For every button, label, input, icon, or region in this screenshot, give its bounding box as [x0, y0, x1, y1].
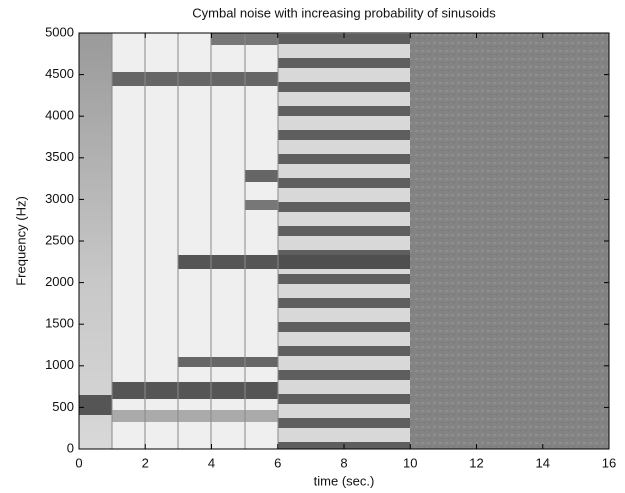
x-tick-label: 0	[75, 455, 82, 470]
x-tick-label: 14	[536, 455, 550, 470]
y-tick-label: 4000	[45, 108, 74, 123]
y-tick-label: 4500	[45, 66, 74, 81]
y-tick-label: 3500	[45, 149, 74, 164]
x-tick-label: 16	[602, 455, 616, 470]
x-tick-label: 4	[208, 455, 215, 470]
y-tick-label: 0	[67, 440, 74, 455]
y-tick-label: 1000	[45, 357, 74, 372]
y-tick-label: 1500	[45, 316, 74, 331]
spectrogram-image	[79, 33, 609, 449]
y-tick-label: 2000	[45, 274, 74, 289]
y-tick-label: 500	[52, 399, 74, 414]
x-tick-label: 12	[469, 455, 483, 470]
y-tick-label: 5000	[45, 24, 74, 39]
x-tick-label: 2	[142, 455, 149, 470]
x-tick-label: 6	[274, 455, 281, 470]
x-tick-label: 8	[340, 455, 347, 470]
x-axis-label: time (sec.)	[314, 473, 375, 488]
y-tick-label: 3000	[45, 191, 74, 206]
y-axis-label: Frequency (Hz)	[13, 196, 28, 286]
y-tick-label: 2500	[45, 232, 74, 247]
chart-title: Cymbal noise with increasing probability…	[192, 5, 496, 20]
x-tick-label: 10	[403, 455, 417, 470]
